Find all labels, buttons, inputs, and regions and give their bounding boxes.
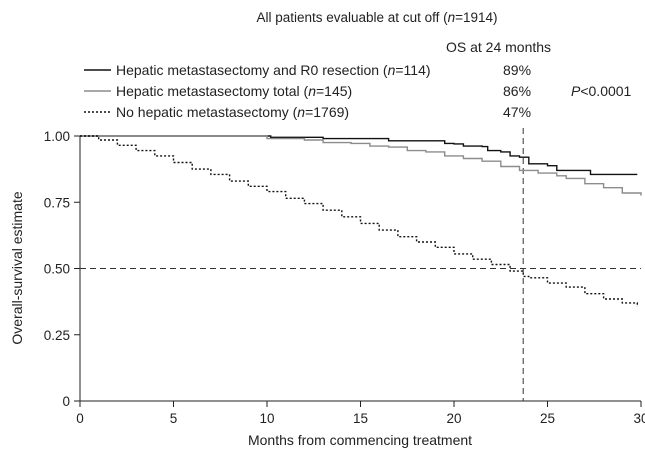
legend-label-none: No hepatic metastasectomy (n=1769) [116, 104, 349, 120]
y-axis-label: Overall-survival estimate [9, 191, 25, 344]
x-tick-label: 30 [633, 411, 645, 426]
y-tick-label: 0.75 [44, 195, 70, 210]
series-line-metastasectomy-total [80, 135, 642, 196]
x-tick-label: 5 [170, 411, 178, 426]
x-axis-label: Months from commencing treatment [248, 432, 472, 448]
legend-label-r0: Hepatic metastasectomy and R0 resection … [116, 62, 431, 78]
y-tick-label: 1.00 [44, 129, 70, 144]
y-tick-label: 0 [62, 394, 70, 409]
series-line-r0-resection [80, 135, 638, 176]
x-tick-label: 15 [353, 411, 368, 426]
legend-os24-none: 47% [503, 104, 531, 120]
series-line-no-metastasectomy [80, 135, 638, 307]
x-tick-label: 25 [540, 411, 555, 426]
legend: Hepatic metastasectomy and R0 resection … [84, 62, 632, 120]
y-tick-label: 0.50 [44, 262, 70, 277]
legend-os24-r0: 89% [503, 62, 531, 78]
y-tick-label: 0.25 [44, 328, 70, 343]
os-header: OS at 24 months [446, 39, 551, 55]
x-tick-label: 20 [446, 411, 461, 426]
p-value: P<0.0001 [571, 83, 632, 99]
x-tick-label: 0 [76, 411, 84, 426]
legend-label-total: Hepatic metastasectomy total (n=145) [116, 83, 352, 99]
legend-os24-total: 86% [503, 83, 531, 99]
chart-title: All patients evaluable at cut off (n=191… [256, 10, 497, 25]
x-tick-label: 10 [259, 411, 274, 426]
